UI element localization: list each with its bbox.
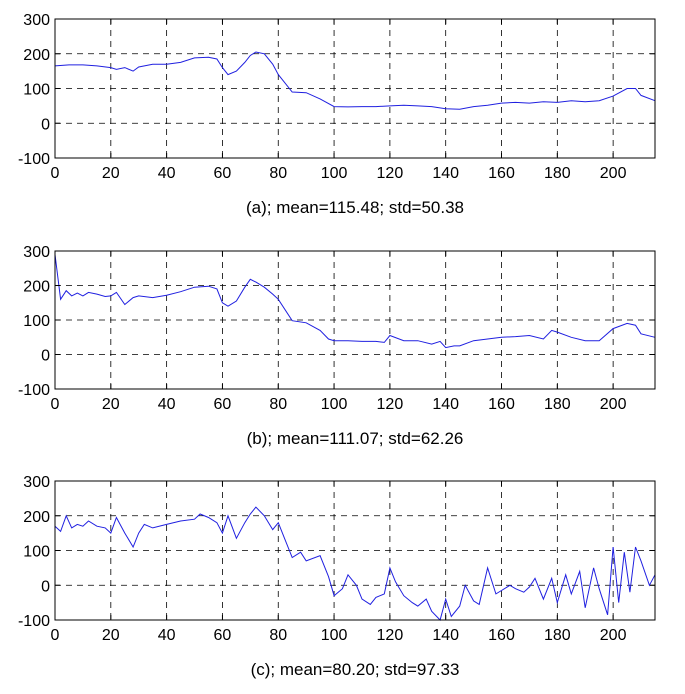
x-tick-label-c: 40 <box>158 627 176 644</box>
y-tick-label-a: 300 <box>23 12 50 29</box>
x-tick-label-b: 40 <box>158 396 176 413</box>
x-tick-label-b: 100 <box>321 396 348 413</box>
y-tick-label-a: 200 <box>23 47 50 64</box>
x-tick-label-b: 200 <box>600 396 627 413</box>
x-tick-label-c: 0 <box>51 627 60 644</box>
y-tick-label-b: 200 <box>23 279 50 296</box>
subplot-c: 0 20 40 60 80 100 120 140 160 180 200-100010020030… <box>18 474 656 679</box>
y-tick-label-b: -100 <box>18 382 50 399</box>
x-tick-label-b: 180 <box>544 396 571 413</box>
series-line-b <box>54 254 656 349</box>
y-tick-label-b: 300 <box>23 244 50 261</box>
subplot-caption-a: (a); mean=115.48; std=50.38 <box>246 198 464 217</box>
x-tick-label-a: 160 <box>488 165 515 182</box>
y-tick-label-b: 0 <box>41 348 50 365</box>
subplot-b: 0 20 40 60 80 100 120 140 160 180 200-100010020030… <box>18 244 656 448</box>
x-tick-label-a: 40 <box>158 165 176 182</box>
x-tick-label-c: 160 <box>488 627 515 644</box>
x-tick-label-a: 120 <box>377 165 404 182</box>
y-tick-label-c: -100 <box>18 613 50 630</box>
subplot-caption-c: (c); mean=80.20; std=97.33 <box>251 660 460 679</box>
series-line-a <box>54 51 656 110</box>
x-tick-label-a: 180 <box>544 165 571 182</box>
series-line-c <box>54 506 656 621</box>
x-tick-label-c: 200 <box>600 627 627 644</box>
x-tick-label-a: 200 <box>600 165 627 182</box>
x-tick-label-a: 140 <box>432 165 459 182</box>
y-tick-label-c: 0 <box>41 578 50 595</box>
x-tick-label-a: 60 <box>214 165 232 182</box>
x-tick-label-a: 0 <box>51 165 60 182</box>
subplot-caption-b: (b); mean=111.07; std=62.26 <box>247 429 464 448</box>
y-tick-label-a: -100 <box>18 151 50 168</box>
x-tick-label-b: 20 <box>102 396 120 413</box>
x-tick-label-c: 100 <box>321 627 348 644</box>
x-tick-label-c: 20 <box>102 627 120 644</box>
x-tick-label-b: 140 <box>432 396 459 413</box>
y-tick-label-a: 0 <box>41 116 50 133</box>
y-tick-label-c: 300 <box>23 474 50 491</box>
x-tick-label-b: 120 <box>377 396 404 413</box>
x-tick-label-c: 120 <box>377 627 404 644</box>
y-tick-label-a: 100 <box>23 82 50 99</box>
subplot-a: 0 20 40 60 80 100 120 140 160 180 200-100010020030… <box>18 12 656 217</box>
x-tick-label-a: 20 <box>102 165 120 182</box>
x-tick-label-b: 60 <box>214 396 232 413</box>
x-tick-label-b: 80 <box>269 396 287 413</box>
x-tick-label-b: 0 <box>51 396 60 413</box>
y-tick-label-c: 200 <box>23 509 50 526</box>
y-tick-label-b: 100 <box>23 313 50 330</box>
x-tick-label-a: 100 <box>321 165 348 182</box>
y-tick-label-c: 100 <box>23 544 50 561</box>
x-tick-label-c: 80 <box>269 627 287 644</box>
x-tick-label-c: 140 <box>432 627 459 644</box>
x-tick-label-c: 60 <box>214 627 232 644</box>
x-tick-label-a: 80 <box>269 165 287 182</box>
x-tick-label-b: 160 <box>488 396 515 413</box>
x-tick-label-c: 180 <box>544 627 571 644</box>
